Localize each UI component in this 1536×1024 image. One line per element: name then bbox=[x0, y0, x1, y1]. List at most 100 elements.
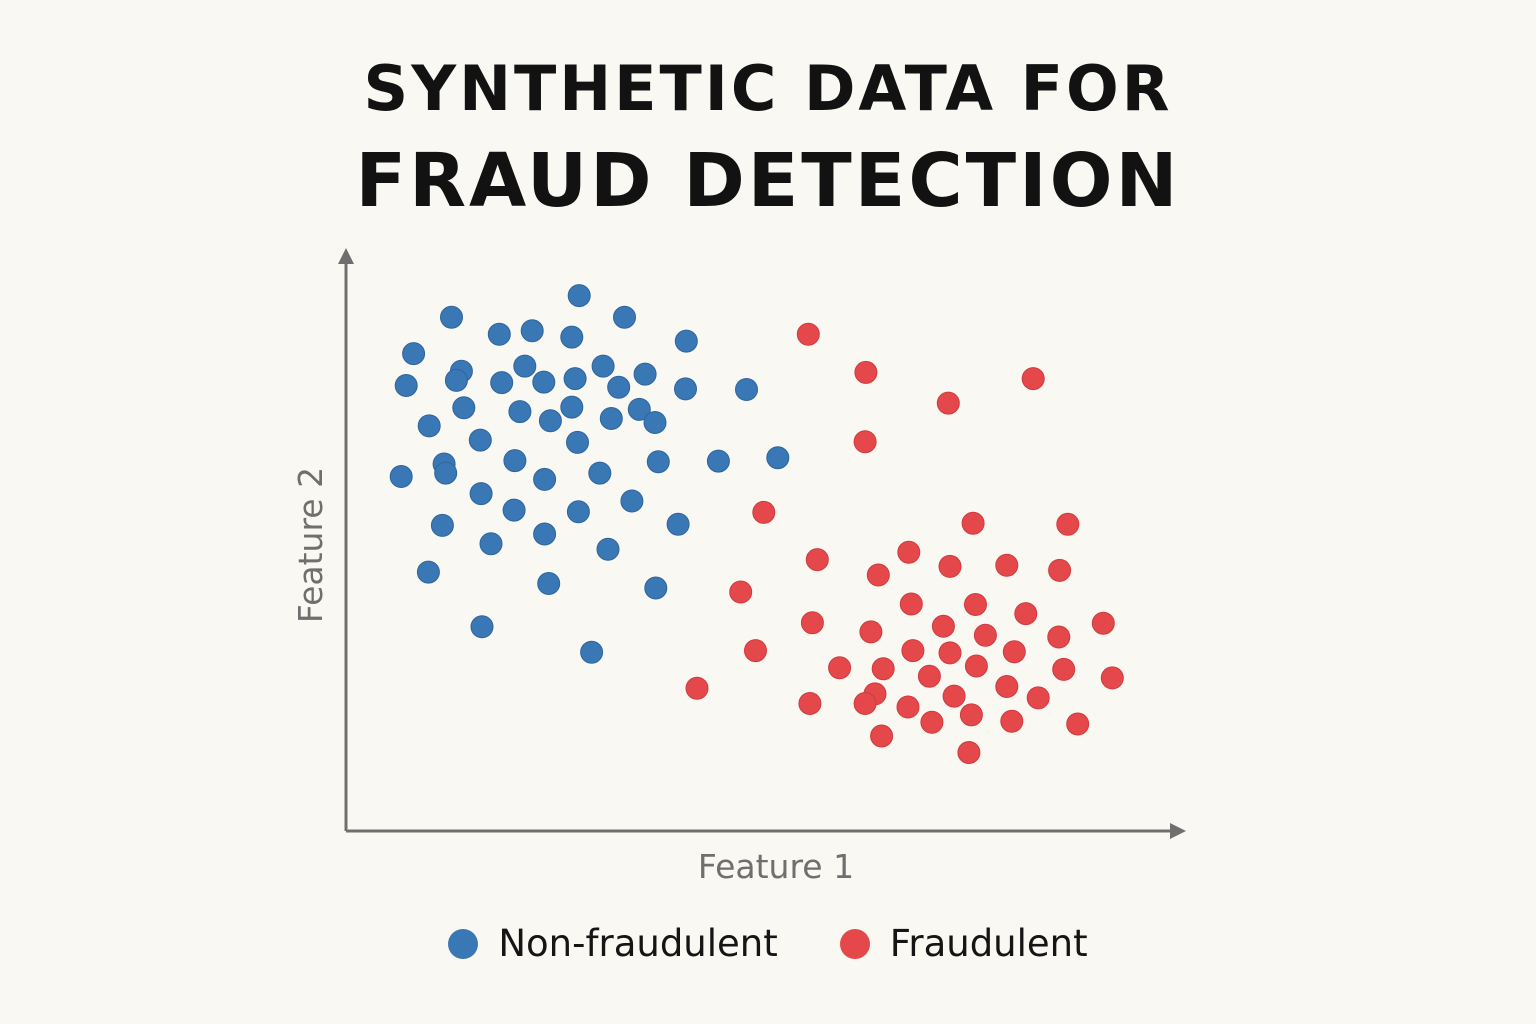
fraudulent-point-35 bbox=[685, 676, 709, 700]
non-fraudulent-point-18 bbox=[674, 377, 697, 401]
non-fraudulent-point-3 bbox=[487, 322, 511, 346]
fraudulent-point-26 bbox=[1002, 640, 1026, 664]
non-fraudulent-point-13 bbox=[444, 368, 468, 392]
fraudulent-point-20 bbox=[859, 620, 883, 644]
non-fraudulent-point-1 bbox=[440, 305, 463, 329]
fraudulent-point-46 bbox=[870, 724, 894, 748]
axes bbox=[338, 248, 1186, 839]
fraudulent-point-14 bbox=[729, 580, 753, 604]
non-fraudulent-point-51 bbox=[470, 615, 494, 639]
fraudulent-point-25 bbox=[938, 641, 962, 665]
fraudulent-point-21 bbox=[1091, 611, 1115, 635]
non-fraudulent-point-41 bbox=[502, 498, 526, 522]
fraudulent-point-5 bbox=[752, 500, 776, 524]
non-fraudulent-point-44 bbox=[666, 512, 690, 536]
fraudulent-point-41 bbox=[896, 695, 920, 719]
non-fraudulent-point-47 bbox=[596, 537, 620, 561]
legend-item-non-fraudulent: Non-fraudulent bbox=[448, 922, 778, 965]
non-fraudulent-point-46 bbox=[479, 532, 503, 556]
non-fraudulent-point-45 bbox=[533, 522, 557, 546]
non-fraudulent-point-43 bbox=[430, 513, 454, 537]
non-fraudulent-point-32 bbox=[646, 450, 670, 474]
fraudulent-point-12 bbox=[1048, 558, 1072, 582]
non-fraudulent-point-37 bbox=[588, 461, 612, 485]
non-fraudulent-point-22 bbox=[560, 395, 584, 419]
non-fraudulent-point-7 bbox=[402, 342, 426, 366]
fraudulent-point-39 bbox=[798, 692, 822, 715]
fraudulent-point-43 bbox=[920, 710, 944, 734]
fraudulent-point-3 bbox=[936, 391, 960, 415]
fraudulent-point-4 bbox=[853, 430, 877, 454]
non-fraudulent-point-25 bbox=[538, 409, 562, 433]
series-non-fraudulent bbox=[389, 284, 790, 664]
legend-marker-fraudulent bbox=[839, 928, 870, 959]
fraudulent-point-15 bbox=[899, 592, 923, 616]
non-fraudulent-point-21 bbox=[508, 400, 532, 424]
fraudulent-point-45 bbox=[1066, 712, 1090, 736]
fraudulent-point-18 bbox=[800, 611, 824, 635]
fraudulent-point-44 bbox=[1000, 709, 1024, 733]
fraudulent-point-40 bbox=[853, 692, 877, 715]
fraudulent-point-33 bbox=[1100, 666, 1124, 690]
non-fraudulent-point-15 bbox=[532, 370, 556, 394]
fraudulent-point-8 bbox=[897, 540, 921, 564]
non-fraudulent-point-29 bbox=[566, 430, 589, 454]
fraudulent-point-16 bbox=[964, 593, 987, 616]
legend: Non-fraudulent Fraudulent bbox=[0, 922, 1536, 965]
non-fraudulent-point-24 bbox=[417, 414, 441, 438]
non-fraudulent-point-38 bbox=[533, 467, 557, 491]
fraudulent-point-10 bbox=[938, 554, 962, 578]
fraudulent-point-27 bbox=[744, 639, 767, 663]
x-axis-arrowhead bbox=[1170, 823, 1186, 839]
non-fraudulent-point-0 bbox=[567, 284, 591, 308]
non-fraudulent-point-31 bbox=[706, 449, 730, 473]
non-fraudulent-point-52 bbox=[580, 640, 604, 664]
fraudulent-point-19 bbox=[931, 614, 955, 638]
non-fraudulent-point-48 bbox=[416, 560, 440, 584]
data-points bbox=[389, 284, 1124, 764]
fraudulent-point-11 bbox=[995, 553, 1019, 577]
fraudulent-point-6 bbox=[961, 511, 985, 535]
series-fraudulent bbox=[685, 322, 1124, 764]
y-axis-arrowhead bbox=[338, 248, 354, 264]
non-fraudulent-point-27 bbox=[643, 411, 667, 434]
non-fraudulent-point-6 bbox=[674, 329, 698, 353]
non-fraudulent-point-10 bbox=[591, 354, 615, 378]
non-fraudulent-point-16 bbox=[563, 367, 587, 391]
non-fraudulent-point-36 bbox=[434, 461, 458, 485]
non-fraudulent-point-50 bbox=[644, 576, 668, 600]
fraudulent-point-13 bbox=[866, 563, 890, 587]
non-fraudulent-point-14 bbox=[490, 371, 514, 395]
legend-item-fraudulent: Fraudulent bbox=[839, 922, 1088, 965]
non-fraudulent-point-42 bbox=[566, 500, 590, 524]
non-fraudulent-point-39 bbox=[469, 482, 493, 506]
fraudulent-point-7 bbox=[1056, 512, 1080, 536]
legend-label-fraudulent: Fraudulent bbox=[889, 922, 1088, 965]
fraudulent-point-34 bbox=[995, 675, 1019, 698]
fraudulent-point-24 bbox=[901, 639, 925, 663]
non-fraudulent-point-17 bbox=[607, 375, 631, 399]
fraudulent-point-42 bbox=[959, 703, 983, 727]
non-fraudulent-point-5 bbox=[560, 325, 584, 349]
fraudulent-point-2 bbox=[1021, 367, 1045, 391]
non-fraudulent-point-4 bbox=[520, 319, 544, 343]
non-fraudulent-point-35 bbox=[389, 465, 413, 488]
non-fraudulent-point-9 bbox=[513, 354, 537, 378]
fraudulent-point-22 bbox=[973, 623, 997, 647]
y-axis-label: Feature 2 bbox=[291, 467, 330, 623]
legend-label-non-fraudulent: Non-fraudulent bbox=[498, 922, 778, 965]
non-fraudulent-point-49 bbox=[537, 572, 561, 595]
fraudulent-point-17 bbox=[1014, 602, 1038, 626]
fraudulent-point-30 bbox=[964, 654, 988, 678]
fraudulent-point-0 bbox=[796, 322, 820, 346]
fraudulent-point-38 bbox=[1026, 686, 1050, 710]
non-fraudulent-point-40 bbox=[620, 489, 644, 513]
non-fraudulent-point-23 bbox=[627, 397, 651, 421]
fraudulent-point-28 bbox=[828, 656, 852, 680]
fraudulent-point-9 bbox=[805, 548, 829, 572]
fraudulent-point-47 bbox=[957, 741, 981, 764]
fraudulent-point-29 bbox=[871, 657, 895, 681]
chart-title-line-1: SYNTHETIC DATA FOR bbox=[363, 52, 1173, 125]
chart-title-line-2: FRAUD DETECTION bbox=[355, 138, 1181, 224]
